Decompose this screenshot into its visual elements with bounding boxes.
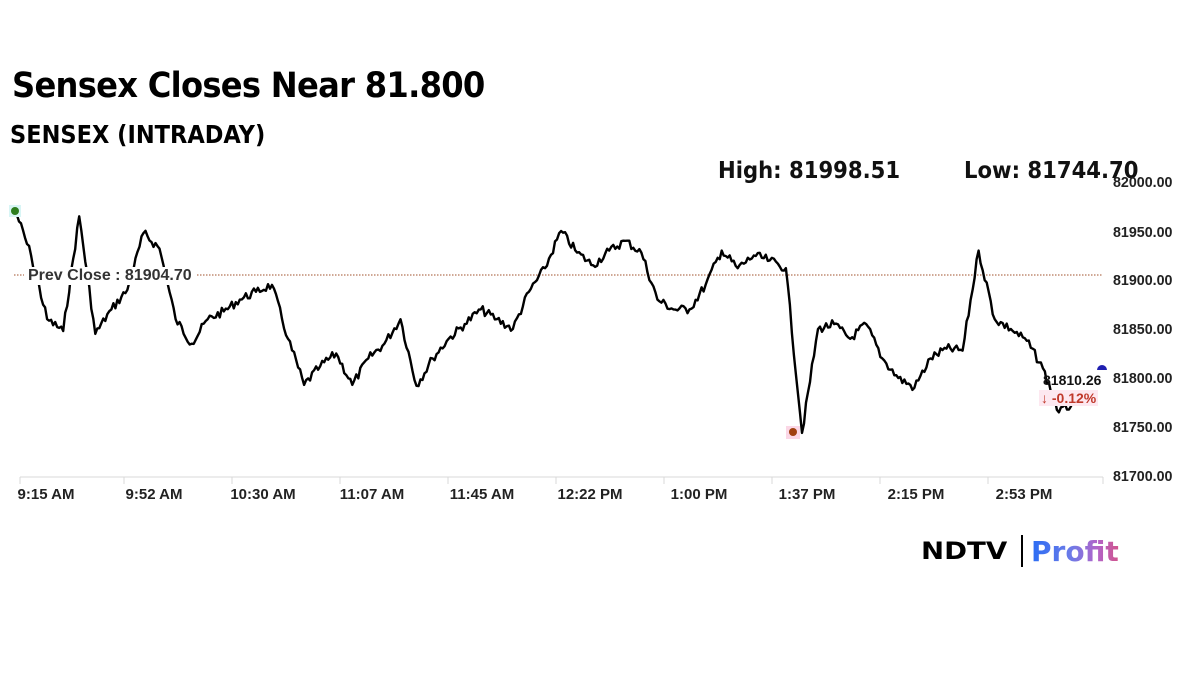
logo-ndtv-text: NDTV bbox=[921, 537, 1008, 565]
chart-title: Sensex Closes Near 81.800 bbox=[12, 66, 485, 106]
price-line bbox=[13, 209, 1077, 435]
logo-divider bbox=[1021, 535, 1023, 567]
last-change-badge: ↓ -0.12% bbox=[1039, 390, 1099, 406]
y-tick-label: 81750.00 bbox=[1113, 419, 1173, 436]
x-tick-label: 2:53 PM bbox=[995, 486, 1053, 503]
y-tick-label: 82000.00 bbox=[1113, 174, 1173, 191]
x-tick-label: 9:15 AM bbox=[17, 486, 75, 503]
high-value: High: 81998.51 bbox=[718, 158, 901, 184]
y-tick-label: 81700.00 bbox=[1113, 468, 1173, 485]
logo-profit-text: Profit bbox=[1031, 534, 1119, 568]
x-tick-label: 2:15 PM bbox=[887, 486, 945, 503]
ndtv-profit-logo: NDTV Profit bbox=[921, 533, 1119, 569]
low-marker bbox=[789, 428, 797, 436]
x-axis-tick-marks bbox=[19, 477, 1104, 484]
x-tick-label: 9:52 AM bbox=[125, 486, 183, 503]
x-tick-label: 1:00 PM bbox=[670, 486, 728, 503]
y-tick-label: 81900.00 bbox=[1113, 272, 1173, 289]
chart-subtitle: SENSEX (INTRADAY) bbox=[10, 120, 266, 149]
x-tick-label: 12:22 PM bbox=[557, 486, 623, 503]
low-value: Low: 81744.70 bbox=[964, 158, 1139, 184]
open-marker bbox=[11, 207, 19, 215]
x-tick-label: 11:07 AM bbox=[339, 486, 405, 503]
x-tick-label: 10:30 AM bbox=[230, 486, 296, 503]
x-tick-label: 1:37 PM bbox=[778, 486, 836, 503]
y-tick-label: 81950.00 bbox=[1113, 224, 1173, 241]
prev-close-label: Prev Close : 81904.70 bbox=[24, 267, 196, 285]
last-value-label: 81810.26 bbox=[1043, 372, 1102, 388]
last-marker bbox=[1097, 365, 1107, 370]
y-tick-label: 81800.00 bbox=[1113, 370, 1173, 387]
y-tick-label: 81850.00 bbox=[1113, 321, 1173, 338]
x-tick-label: 11:45 AM bbox=[449, 486, 515, 503]
